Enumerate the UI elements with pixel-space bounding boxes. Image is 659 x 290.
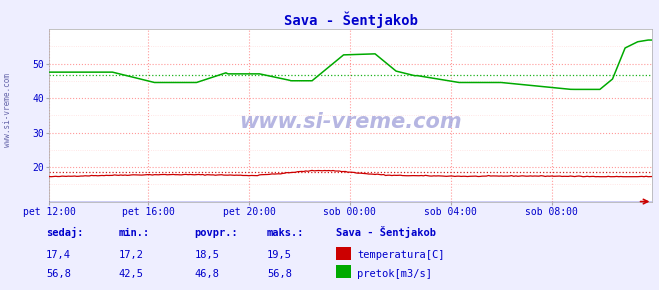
Text: maks.:: maks.: [267,228,304,238]
Text: 17,2: 17,2 [119,250,144,260]
Text: 17,4: 17,4 [46,250,71,260]
Text: www.si-vreme.com: www.si-vreme.com [240,112,462,132]
Text: 42,5: 42,5 [119,269,144,279]
Text: www.si-vreme.com: www.si-vreme.com [3,73,13,147]
Text: 18,5: 18,5 [194,250,219,260]
Text: sedaj:: sedaj: [46,227,84,238]
Text: 19,5: 19,5 [267,250,292,260]
Text: min.:: min.: [119,228,150,238]
Text: 56,8: 56,8 [46,269,71,279]
Title: Sava - Šentjakob: Sava - Šentjakob [284,11,418,28]
Text: 56,8: 56,8 [267,269,292,279]
Text: povpr.:: povpr.: [194,228,238,238]
Text: temperatura[C]: temperatura[C] [357,250,445,260]
Text: pretok[m3/s]: pretok[m3/s] [357,269,432,279]
Text: Sava - Šentjakob: Sava - Šentjakob [336,226,436,238]
Text: 46,8: 46,8 [194,269,219,279]
